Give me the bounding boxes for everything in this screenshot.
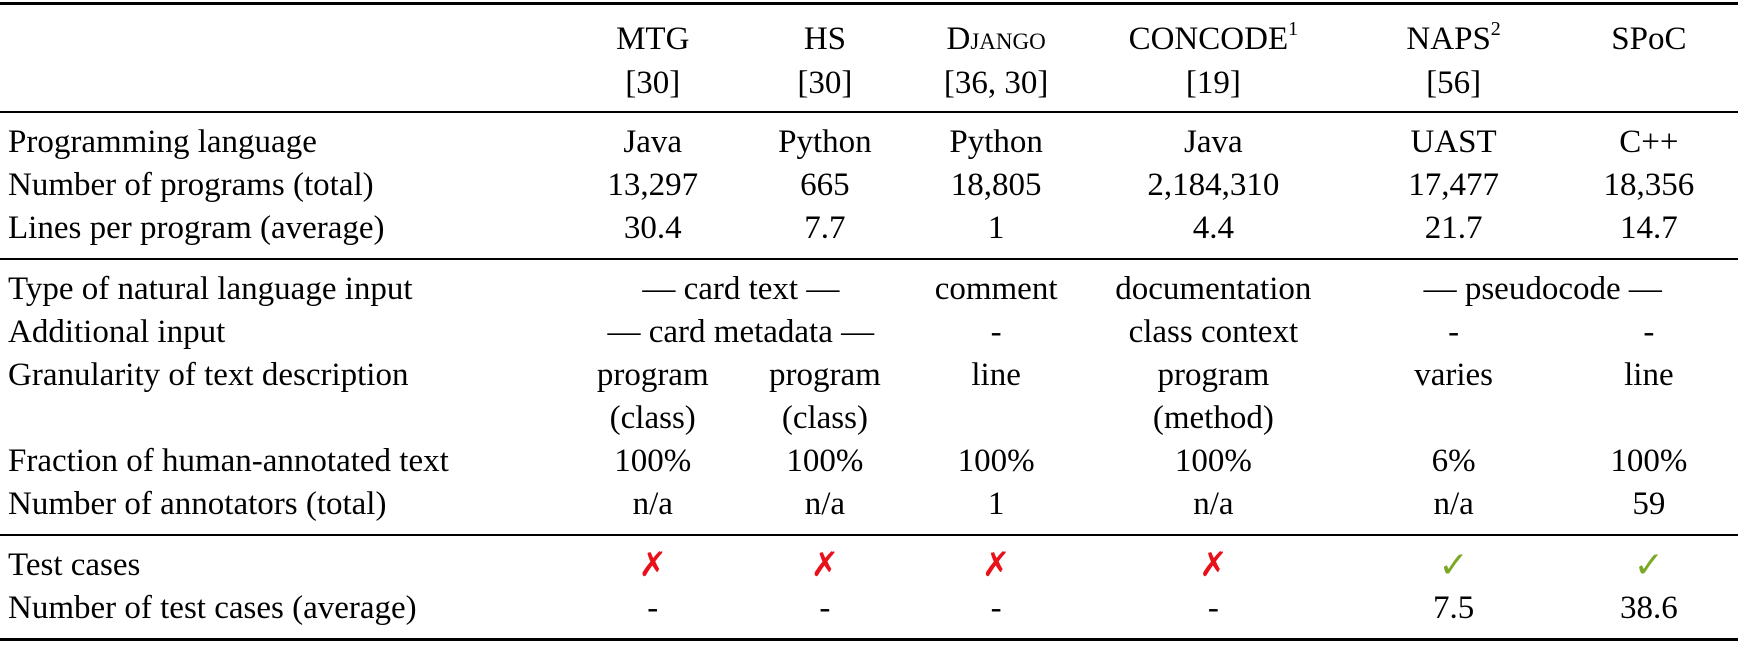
cell: Python: [736, 111, 914, 164]
row-test-cases: Test cases ✗ ✗ ✗ ✗ ✓ ✓: [0, 534, 1738, 587]
cell: line: [971, 357, 1021, 393]
row-label: Number of programs (total): [8, 167, 374, 203]
row-label: Number of annotators (total): [8, 486, 387, 522]
row-label: Number of test cases (average): [0, 587, 569, 641]
cell: -: [568, 587, 737, 641]
cell: Python: [913, 111, 1080, 164]
cell: line: [1624, 357, 1674, 393]
cross-icon: ✗: [1079, 534, 1348, 587]
cell: 4.4: [1192, 210, 1234, 246]
row-label: Test cases: [0, 534, 569, 587]
header-empty: [0, 2, 569, 112]
cell: 7.7: [804, 210, 846, 246]
row-number-of-programs: Number of programs (total) 13,297 665 18…: [0, 164, 1738, 207]
cell: 1: [987, 210, 1005, 246]
cell: 38.6: [1559, 587, 1738, 641]
cross-icon: ✗: [568, 534, 737, 587]
cell: program (class): [769, 357, 881, 436]
row-number-of-test-cases: Number of test cases (average) - - - - 7…: [0, 587, 1738, 641]
cell: documentation: [1079, 258, 1348, 311]
cell: 13,297: [607, 167, 699, 203]
row-label: Additional input: [8, 314, 226, 350]
cell: n/a: [1433, 486, 1474, 522]
row-label: Lines per program (average): [8, 210, 385, 246]
cell-span-mtg-hs: — card text —: [568, 258, 914, 311]
cell: 100%: [1610, 443, 1688, 479]
cell: 30.4: [623, 210, 682, 246]
row-label: Type of natural language input: [0, 258, 569, 311]
cell: -: [736, 587, 914, 641]
cell: 18,805: [950, 167, 1042, 203]
cell: varies: [1414, 357, 1494, 393]
row-fraction-annotated: Fraction of human-annotated text 100% 10…: [0, 440, 1738, 483]
cell-span-mtg-hs: — card metadata —: [607, 314, 875, 350]
row-label: Fraction of human-annotated text: [8, 443, 449, 479]
cell: 59: [1632, 486, 1666, 522]
col-header-mtg: MTG [30]: [568, 2, 737, 112]
cell: -: [913, 587, 1080, 641]
cell: 18,356: [1603, 167, 1695, 203]
row-additional-input: Additional input — card metadata — - cla…: [0, 311, 1738, 354]
cross-icon: ✗: [736, 534, 914, 587]
cell: 100%: [1174, 443, 1252, 479]
cell: 2,184,310: [1147, 167, 1280, 203]
cell: 17,477: [1408, 167, 1499, 203]
cell: Java: [568, 111, 737, 164]
cell: 1: [987, 486, 1005, 522]
cell: program (class): [596, 357, 709, 436]
check-icon: ✓: [1347, 534, 1560, 587]
cell: 14.7: [1619, 210, 1678, 246]
cell: -: [1079, 587, 1348, 641]
dataset-comparison-table: MTG [30] HS [30] Django [36, 30] CONCODE1 [1…: [0, 2, 1738, 641]
cell: -: [990, 314, 1002, 350]
row-label: Granularity of text description: [8, 357, 409, 393]
col-header-hs: HS [30]: [736, 2, 914, 112]
cell: n/a: [1193, 486, 1234, 522]
cell: 21.7: [1424, 210, 1483, 246]
col-header-spoc: SPoC: [1559, 2, 1738, 112]
row-granularity: Granularity of text description program(…: [0, 354, 1738, 440]
cell: n/a: [804, 486, 846, 522]
cell: UAST: [1347, 111, 1560, 164]
cell: Java: [1079, 111, 1348, 164]
cell: comment: [913, 258, 1080, 311]
cell: 100%: [957, 443, 1035, 479]
cell: class context: [1128, 314, 1299, 350]
cell: 6%: [1431, 443, 1476, 479]
col-header-concode: CONCODE1 [19]: [1079, 2, 1348, 112]
row-number-of-annotators: Number of annotators (total) n/a n/a 1 n…: [0, 483, 1738, 535]
row-label: Programming language: [0, 111, 569, 164]
cell: 7.5: [1347, 587, 1560, 641]
col-header-django: Django [36, 30]: [913, 2, 1080, 112]
col-header-naps: NAPS2 [56]: [1347, 2, 1560, 112]
header-row: MTG [30] HS [30] Django [36, 30] CONCODE1 [1…: [0, 2, 1738, 112]
cell: 100%: [614, 443, 692, 479]
cell: C++: [1559, 111, 1738, 164]
row-nl-input-type: Type of natural language input — card te…: [0, 258, 1738, 311]
row-programming-language: Programming language Java Python Python …: [0, 111, 1738, 164]
cell: 665: [800, 167, 850, 203]
cross-icon: ✗: [913, 534, 1080, 587]
cell: 100%: [786, 443, 864, 479]
cell-span-naps-spoc: — pseudocode —: [1347, 258, 1738, 311]
check-icon: ✓: [1559, 534, 1738, 587]
cell: program (method): [1152, 357, 1274, 436]
row-lines-per-program: Lines per program (average) 30.4 7.7 1 4…: [0, 207, 1738, 259]
cell: n/a: [632, 486, 673, 522]
cell: -: [1643, 314, 1655, 350]
cell: -: [1448, 314, 1460, 350]
